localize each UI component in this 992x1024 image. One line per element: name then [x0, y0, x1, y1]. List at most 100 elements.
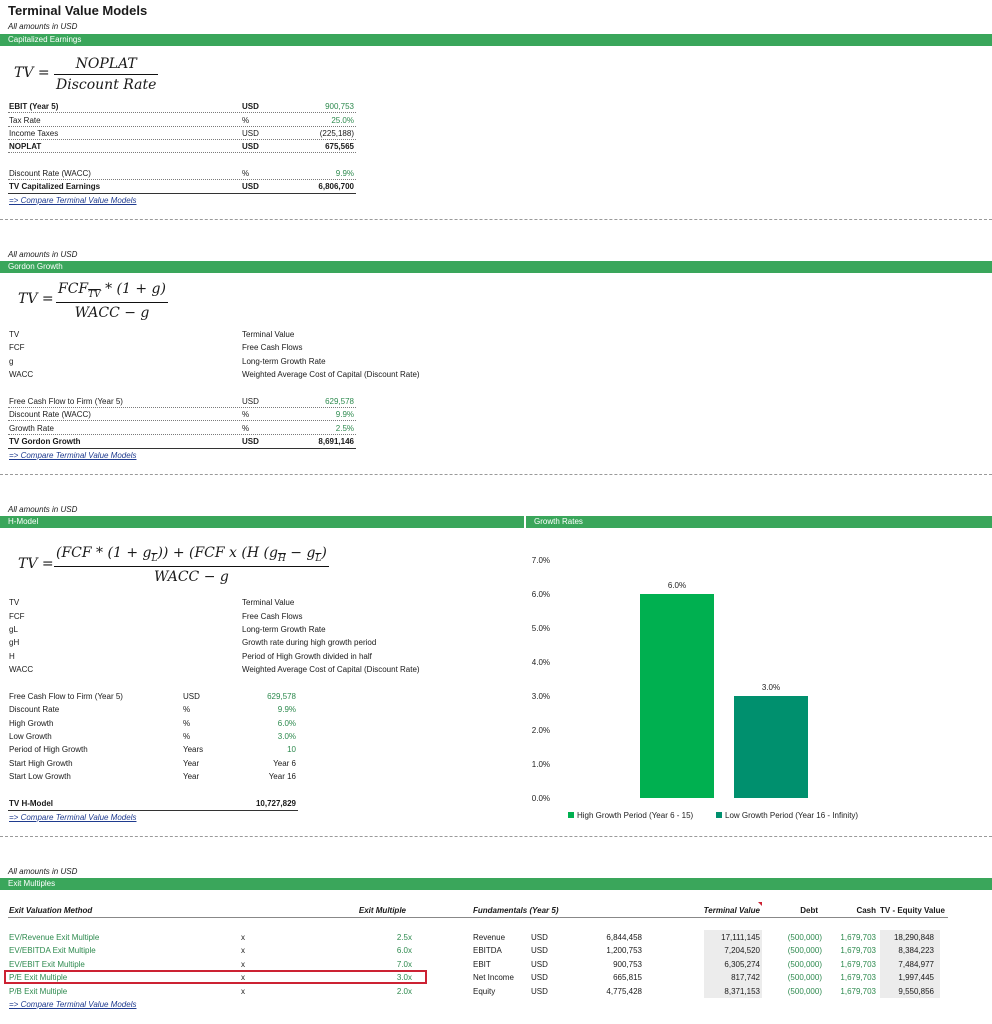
formula-lhs: TV = — [18, 291, 54, 307]
row-value: 10 — [287, 745, 296, 754]
exit-fund-value: 6,844,458 — [606, 933, 642, 942]
exit-fund-value: 665,815 — [613, 973, 642, 982]
section-header-growth-rates: Growth Rates — [526, 516, 992, 528]
exit-method: EV/EBITDA Exit Multiple — [9, 946, 96, 955]
legend-swatch — [716, 812, 722, 818]
exit-method: P/E Exit Multiple — [9, 973, 68, 982]
row-divider — [8, 152, 356, 153]
def-meaning: Weighted Average Cost of Capital (Discou… — [242, 665, 420, 674]
def-term: gL — [9, 625, 18, 634]
col-header-method: Exit Valuation Method — [9, 906, 93, 915]
def-term: WACC — [9, 370, 34, 379]
formula-subscript: H — [277, 553, 286, 564]
exit-x: x — [241, 933, 245, 942]
exit-debt: (500,000) — [787, 933, 822, 942]
row-label: Period of High Growth — [9, 745, 88, 754]
compare-link[interactable]: => Compare Terminal Value Models — [9, 451, 137, 460]
legend: High Growth Period (Year 6 - 15) Low Grow… — [568, 811, 858, 820]
row-unit: Years — [183, 745, 204, 754]
col-header-terminal-value: Terminal Value — [703, 906, 760, 915]
row-unit: % — [183, 719, 191, 728]
exit-terminal-value: 6,305,274 — [724, 960, 760, 969]
formula-fcf: FCF — [58, 281, 89, 297]
row-divider — [8, 126, 356, 127]
row-value: 629,578 — [325, 397, 354, 406]
row-unit: % — [183, 732, 191, 741]
row-unit: % — [183, 705, 191, 714]
growth-rates-chart: 0.0% 1.0% 2.0% 3.0% 4.0% 5.0% 6.0% 7.0% 6.0% 3.0… — [532, 556, 859, 820]
row-label: TV Capitalized Earnings — [9, 182, 101, 191]
row-value: 675,565 — [325, 142, 354, 151]
section-separator — [0, 219, 992, 220]
exit-equity: 18,290,848 — [893, 933, 934, 942]
y-tick-label: 7.0% — [532, 556, 550, 565]
def-meaning: Long-term Growth Rate — [242, 625, 326, 634]
header-underline — [8, 917, 948, 918]
total-underline — [8, 448, 356, 449]
exit-multiple: 6.0x — [396, 946, 412, 955]
def-term: H — [9, 652, 15, 661]
def-term: FCF — [9, 343, 25, 352]
row-unit: USD — [183, 692, 200, 701]
formula-part: − g — [285, 545, 316, 561]
y-tick-label: 1.0% — [532, 760, 550, 769]
exit-debt: (500,000) — [787, 973, 822, 982]
equity-value-shading — [880, 930, 940, 998]
row-unit: % — [242, 116, 250, 125]
row-unit: USD — [242, 437, 259, 446]
row-label: NOPLAT — [9, 142, 42, 151]
formula-subscript: L — [315, 553, 322, 564]
row-label: Start High Growth — [9, 759, 73, 768]
row-value: Year 16 — [268, 772, 296, 781]
legend-label: High Growth Period (Year 6 - 15) — [577, 811, 694, 820]
row-unit: % — [242, 424, 250, 433]
def-meaning: Weighted Average Cost of Capital (Discou… — [242, 370, 420, 379]
row-divider — [8, 112, 356, 113]
exit-x: x — [241, 973, 245, 982]
total-label: TV H-Model — [9, 799, 53, 808]
def-term: WACC — [9, 665, 34, 674]
formula-lhs: TV = — [18, 556, 54, 572]
compare-link[interactable]: => Compare Terminal Value Models — [9, 1000, 137, 1009]
row-unit: % — [242, 169, 250, 178]
exit-method: EV/EBIT Exit Multiple — [9, 960, 85, 969]
amounts-note: All amounts in USD — [8, 250, 78, 259]
section-header-gordon: Gordon Growth — [0, 261, 992, 273]
row-value: 8,691,146 — [318, 437, 354, 446]
row-label: High Growth — [9, 719, 54, 728]
compare-link[interactable]: => Compare Terminal Value Models — [9, 196, 137, 205]
section-separator — [0, 474, 992, 475]
section-header-hmodel: H-Model — [0, 516, 524, 528]
exit-debt: (500,000) — [787, 987, 822, 996]
section-separator — [0, 836, 992, 837]
row-label: TV Gordon Growth — [9, 437, 81, 446]
row-label: Tax Rate — [9, 116, 41, 125]
row-divider — [8, 139, 356, 140]
exit-x: x — [241, 960, 245, 969]
row-unit: % — [242, 410, 250, 419]
exit-method: EV/Revenue Exit Multiple — [9, 933, 100, 942]
highlight-box — [4, 970, 427, 984]
exit-multiple: 2.5x — [396, 933, 412, 942]
row-value: 6.0% — [277, 719, 296, 728]
exit-cash: 1,679,703 — [840, 973, 876, 982]
formula-gordon: FCFTV * (1 + g) WACC − g — [56, 281, 168, 321]
total-underline — [8, 193, 356, 194]
exit-terminal-value: 17,111,145 — [721, 933, 760, 942]
exit-unit: USD — [531, 960, 548, 969]
row-label: Income Taxes — [9, 129, 59, 138]
y-tick-label: 3.0% — [532, 692, 550, 701]
compare-link[interactable]: => Compare Terminal Value Models — [9, 813, 137, 822]
row-unit: USD — [242, 129, 259, 138]
section-header-capitalized: Capitalized Earnings — [0, 34, 992, 46]
row-value: 629,578 — [267, 692, 296, 701]
row-unit: Year — [183, 759, 200, 768]
exit-debt: (500,000) — [787, 946, 822, 955]
exit-cash: 1,679,703 — [840, 933, 876, 942]
formula-denominator: Discount Rate — [54, 74, 159, 93]
def-term: g — [9, 357, 14, 366]
exit-terminal-value: 817,742 — [731, 973, 760, 982]
formula-num-rest: * (1 + g) — [100, 281, 166, 297]
def-meaning: Free Cash Flows — [242, 343, 303, 352]
def-meaning: Long-term Growth Rate — [242, 357, 326, 366]
